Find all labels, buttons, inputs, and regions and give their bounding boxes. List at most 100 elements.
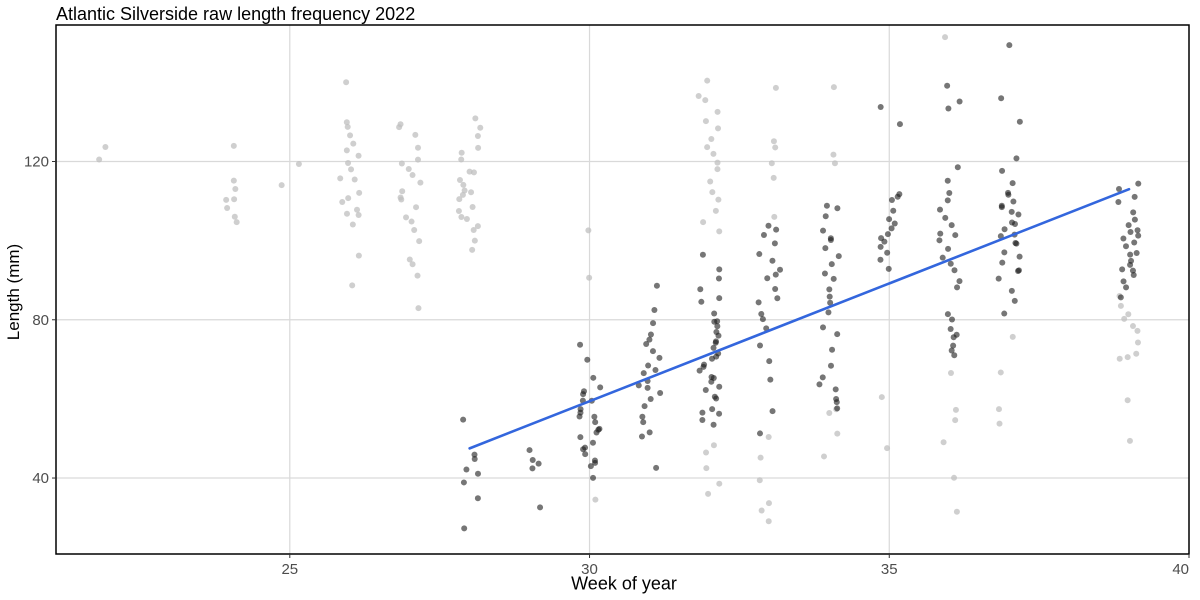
included-point	[816, 381, 823, 388]
excluded-point	[409, 172, 416, 179]
included-point	[710, 344, 717, 351]
excluded-point	[414, 272, 421, 279]
included-point	[1117, 294, 1124, 301]
excluded-point	[1134, 339, 1141, 346]
included-point	[641, 403, 648, 410]
included-point	[766, 358, 773, 365]
included-point	[995, 275, 1002, 282]
included-point	[1119, 266, 1126, 273]
included-point	[714, 318, 721, 325]
excluded-point	[399, 188, 406, 195]
included-point	[760, 231, 767, 238]
included-point	[756, 251, 763, 258]
excluded-point	[343, 119, 350, 126]
included-point	[1125, 222, 1132, 229]
excluded-point	[413, 204, 420, 211]
excluded-point	[477, 124, 484, 131]
excluded-point	[772, 144, 779, 151]
included-point	[1005, 189, 1012, 196]
excluded-point	[406, 256, 413, 263]
included-point	[944, 82, 951, 89]
included-point	[956, 278, 963, 285]
excluded-point	[716, 480, 723, 487]
included-point	[471, 451, 478, 458]
excluded-point	[415, 305, 422, 312]
included-point	[1010, 198, 1017, 205]
excluded-point	[756, 477, 763, 484]
included-point	[896, 191, 903, 198]
excluded-point	[771, 213, 778, 220]
excluded-point	[405, 165, 412, 172]
included-point	[1015, 267, 1022, 274]
included-point	[755, 299, 762, 306]
excluded-point	[468, 189, 475, 196]
y-axis-label: Length (mm)	[4, 243, 23, 341]
grid-lines	[56, 25, 1189, 554]
included-point	[716, 383, 723, 390]
excluded-point	[415, 144, 422, 151]
included-point	[769, 408, 776, 415]
included-point	[877, 243, 884, 250]
excluded-point	[345, 195, 352, 202]
included-point	[714, 323, 721, 330]
y-tick-label: 40	[32, 470, 49, 487]
excluded-point	[1134, 327, 1141, 334]
included-point	[635, 382, 642, 389]
excluded-point	[715, 196, 722, 203]
excluded-point	[700, 219, 707, 226]
included-point	[952, 232, 959, 239]
excluded-point	[470, 227, 477, 234]
included-point	[647, 395, 654, 402]
included-point	[1134, 227, 1141, 234]
included-point	[577, 341, 584, 348]
included-point	[942, 214, 949, 221]
included-point	[1130, 209, 1137, 216]
included-point	[826, 286, 833, 293]
included-point	[999, 259, 1006, 266]
excluded-point	[349, 221, 356, 228]
excluded-point	[712, 207, 719, 214]
included-point	[954, 164, 961, 171]
excluded-point	[351, 176, 358, 183]
included-point	[834, 331, 841, 338]
included-point	[1012, 239, 1019, 246]
included-point	[716, 266, 723, 273]
included-point	[1123, 284, 1130, 291]
included-point	[529, 465, 536, 472]
included-point	[696, 367, 703, 374]
included-point	[767, 376, 774, 383]
excluded-point	[347, 132, 354, 139]
excluded-point	[714, 108, 721, 115]
included-point	[712, 338, 719, 345]
panel-border	[55, 24, 1190, 555]
excluded-point	[1116, 355, 1123, 362]
included-point	[1128, 257, 1135, 264]
included-point	[1016, 118, 1023, 125]
excluded-point	[940, 439, 947, 446]
included-point	[820, 324, 827, 331]
excluded-point	[830, 151, 837, 158]
y-axis-ticks: 40 80 120	[24, 154, 56, 487]
included-point	[819, 374, 826, 381]
included-point	[461, 525, 468, 532]
included-point	[1013, 155, 1020, 162]
excluded-point	[708, 136, 715, 143]
included-point	[657, 390, 664, 397]
excluded-point	[414, 156, 421, 163]
x-tick-label: 25	[281, 561, 298, 578]
included-point	[772, 285, 779, 292]
excluded-point	[586, 274, 593, 281]
excluded-point	[765, 500, 772, 507]
included-point	[827, 299, 834, 306]
included-point	[948, 347, 955, 354]
excluded-point	[411, 226, 418, 233]
excluded-point	[96, 156, 103, 163]
excluded-point	[765, 518, 772, 525]
excluded-point	[707, 178, 714, 185]
trend-line	[468, 187, 1131, 450]
excluded-point	[458, 149, 465, 156]
trend-line-path	[468, 187, 1131, 450]
included-point	[645, 362, 652, 369]
included-point	[774, 295, 781, 302]
